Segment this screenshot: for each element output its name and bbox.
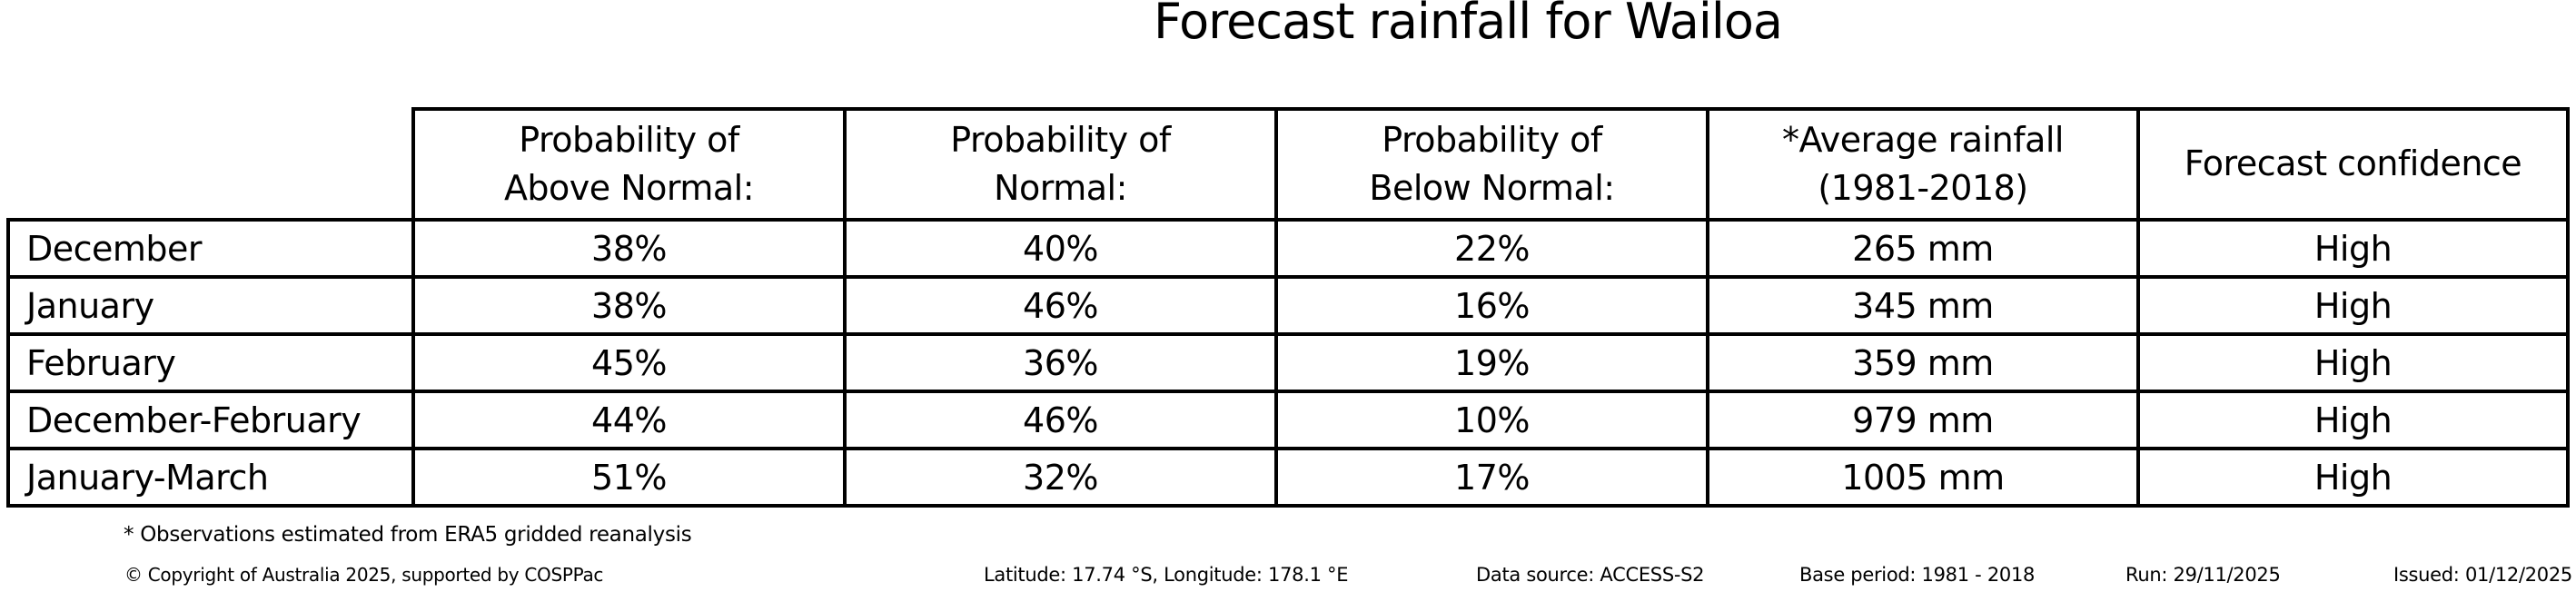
row-label: December xyxy=(6,218,415,279)
cell-above-normal: 51% xyxy=(411,447,847,508)
cell-average-rainfall: 345 mm xyxy=(1706,275,2140,336)
header-cell-forecast-confidence: Forecast confidence xyxy=(2136,107,2570,222)
page-title: Forecast rainfall for Wailoa xyxy=(1153,0,1783,50)
run-date-text: Run: 29/11/2025 xyxy=(2125,564,2281,586)
table-row-january: January 38% 46% 16% 345 mm High xyxy=(6,275,2570,336)
cell-below-normal: 17% xyxy=(1274,447,1709,508)
cell-forecast-confidence: High xyxy=(2136,218,2570,279)
cell-normal: 40% xyxy=(843,218,1278,279)
cell-above-normal: 44% xyxy=(411,390,847,450)
row-label: February xyxy=(6,332,415,393)
cell-forecast-confidence: High xyxy=(2136,447,2570,508)
cell-above-normal: 38% xyxy=(411,275,847,336)
base-period-text: Base period: 1981 - 2018 xyxy=(1799,564,2036,586)
cell-below-normal: 22% xyxy=(1274,218,1709,279)
table-header-row: Probability of Above Normal: Probability… xyxy=(8,107,2570,222)
era5-footnote: * Observations estimated from ERA5 gridd… xyxy=(124,523,692,547)
table-row-february: February 45% 36% 19% 359 mm High xyxy=(6,332,2570,393)
cell-average-rainfall: 979 mm xyxy=(1706,390,2140,450)
header-cell-empty xyxy=(8,109,413,220)
cell-below-normal: 19% xyxy=(1274,332,1709,393)
data-source-text: Data source: ACCESS-S2 xyxy=(1476,564,1705,586)
row-label: January-March xyxy=(6,447,415,508)
table-row-january-march: January-March 51% 32% 17% 1005 mm High xyxy=(6,447,2570,508)
header-cell-above-normal: Probability of Above Normal: xyxy=(411,107,847,222)
cell-forecast-confidence: High xyxy=(2136,332,2570,393)
header-cell-average-rainfall: *Average rainfall (1981-2018) xyxy=(1706,107,2140,222)
copyright-text: © Copyright of Australia 2025, supported… xyxy=(124,564,604,586)
cell-below-normal: 10% xyxy=(1274,390,1709,450)
issued-date-text: Issued: 01/12/2025 xyxy=(2393,564,2572,586)
cell-average-rainfall: 1005 mm xyxy=(1706,447,2140,508)
row-label: January xyxy=(6,275,415,336)
table-row-december: December 38% 40% 22% 265 mm High xyxy=(6,218,2570,279)
cell-normal: 46% xyxy=(843,275,1278,336)
latitude-longitude-text: Latitude: 17.74 °S, Longitude: 178.1 °E xyxy=(984,564,1349,586)
cell-average-rainfall: 359 mm xyxy=(1706,332,2140,393)
cell-normal: 36% xyxy=(843,332,1278,393)
cell-average-rainfall: 265 mm xyxy=(1706,218,2140,279)
cell-normal: 32% xyxy=(843,447,1278,508)
cell-forecast-confidence: High xyxy=(2136,275,2570,336)
cell-forecast-confidence: High xyxy=(2136,390,2570,450)
cell-above-normal: 38% xyxy=(411,218,847,279)
cell-below-normal: 16% xyxy=(1274,275,1709,336)
row-label: December-February xyxy=(6,390,415,450)
cell-above-normal: 45% xyxy=(411,332,847,393)
header-cell-normal: Probability of Normal: xyxy=(843,107,1278,222)
header-cell-below-normal: Probability of Below Normal: xyxy=(1274,107,1709,222)
table-row-december-february: December-February 44% 46% 10% 979 mm Hig… xyxy=(6,390,2570,450)
rainfall-forecast-table: Probability of Above Normal: Probability… xyxy=(6,107,2570,508)
cell-normal: 46% xyxy=(843,390,1278,450)
